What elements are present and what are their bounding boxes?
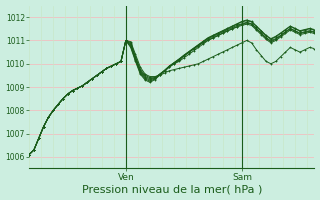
X-axis label: Pression niveau de la mer( hPa ): Pression niveau de la mer( hPa ) <box>82 184 262 194</box>
